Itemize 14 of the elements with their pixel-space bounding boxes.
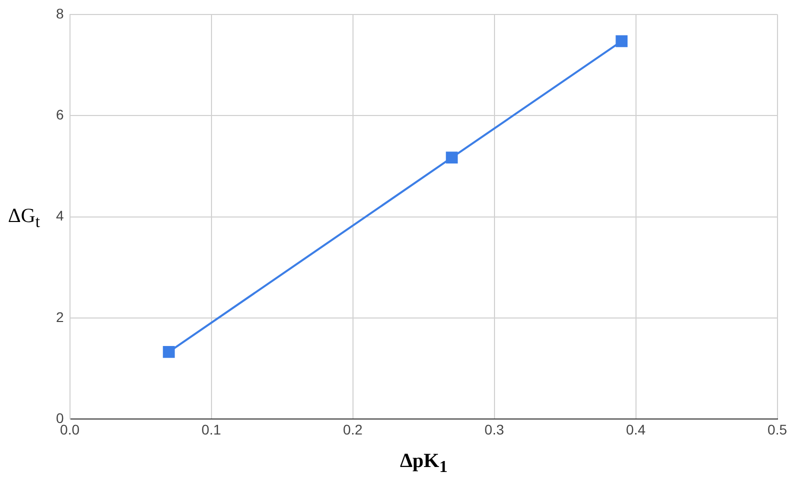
x-tick-label: 0.2 bbox=[343, 421, 363, 438]
y-tick-label: 4 bbox=[56, 208, 64, 224]
y-tick-label: 8 bbox=[56, 5, 64, 22]
x-tick-label: 0.1 bbox=[202, 421, 222, 438]
point bbox=[162, 346, 175, 358]
point bbox=[616, 35, 628, 48]
x-tick-label: 0.5 bbox=[768, 421, 788, 438]
x-axis-title: ΔpK$_{1}$ bbox=[400, 450, 448, 477]
x-tick-label: 0.3 bbox=[484, 421, 504, 438]
point bbox=[446, 152, 458, 164]
y-axis-title: ΔG$_{t}$ bbox=[8, 205, 40, 232]
y-tick-label: 6 bbox=[56, 106, 64, 122]
x-tick-label: 0.4 bbox=[626, 421, 646, 438]
y-tick-label: 2 bbox=[56, 308, 64, 325]
